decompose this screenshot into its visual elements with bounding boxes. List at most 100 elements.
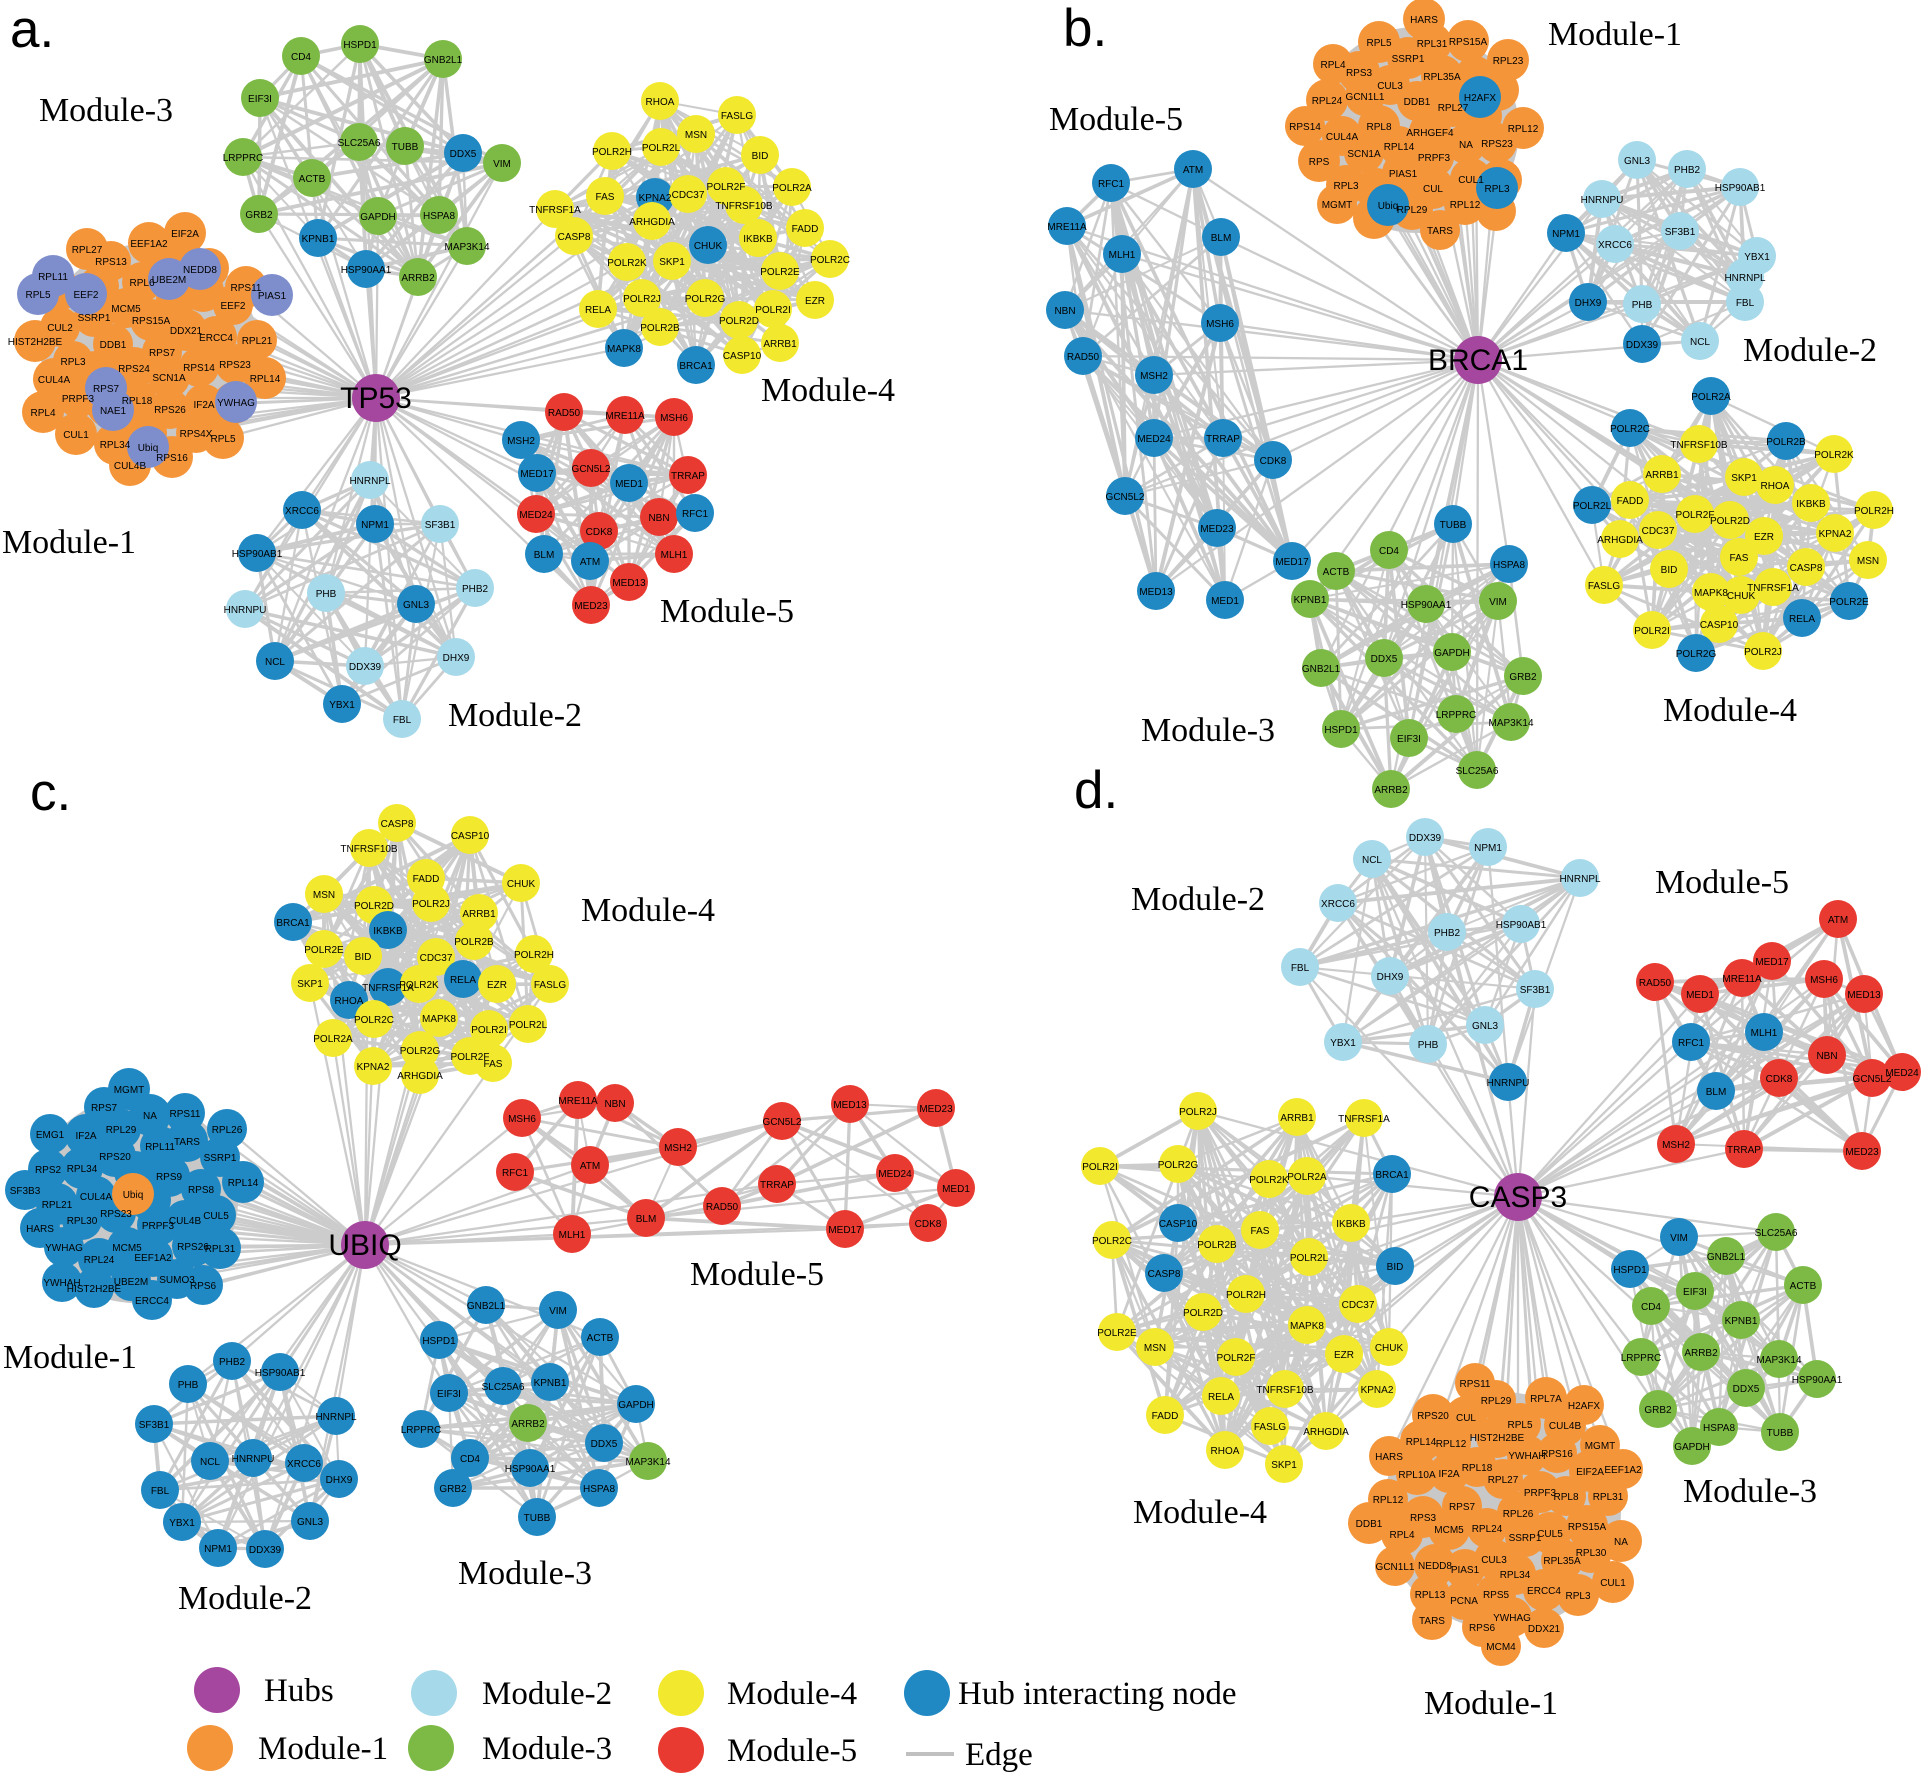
svg-text:CUL1: CUL1 <box>1600 1578 1626 1589</box>
svg-text:BID: BID <box>752 151 769 162</box>
svg-text:HSPA8: HSPA8 <box>1493 560 1525 571</box>
svg-text:MRE11A: MRE11A <box>1047 222 1087 233</box>
svg-text:DDX5: DDX5 <box>1371 654 1398 665</box>
svg-text:Module-2: Module-2 <box>448 697 582 734</box>
svg-text:POLR2G: POLR2G <box>1676 649 1717 660</box>
svg-text:Module-1: Module-1 <box>2 524 136 561</box>
svg-text:NEDD8: NEDD8 <box>1418 1561 1452 1572</box>
svg-text:NA: NA <box>1459 140 1473 151</box>
svg-text:Module-2: Module-2 <box>482 1676 612 1712</box>
svg-text:POLR2I: POLR2I <box>471 1025 507 1036</box>
svg-text:EEF1A2: EEF1A2 <box>1604 1465 1642 1476</box>
svg-text:CUL5: CUL5 <box>1537 1529 1563 1540</box>
svg-text:MLH1: MLH1 <box>559 1230 586 1241</box>
svg-text:CUL4B: CUL4B <box>114 461 147 472</box>
svg-text:POLR2J: POLR2J <box>623 294 661 305</box>
svg-text:GNL3: GNL3 <box>297 1517 324 1528</box>
svg-text:Ubiq: Ubiq <box>123 1190 144 1201</box>
svg-text:RPL4: RPL4 <box>1389 1530 1414 1541</box>
svg-text:CHUK: CHUK <box>694 241 723 252</box>
svg-text:ARRB1: ARRB1 <box>1645 470 1679 481</box>
svg-text:FBL: FBL <box>1291 963 1310 974</box>
svg-text:FAS: FAS <box>1730 553 1749 564</box>
svg-text:MSH2: MSH2 <box>507 436 535 447</box>
svg-text:CASP10: CASP10 <box>1159 1219 1198 1230</box>
svg-text:MAP3K14: MAP3K14 <box>1488 718 1533 729</box>
svg-text:MED23: MED23 <box>1200 524 1234 535</box>
svg-text:Module-1: Module-1 <box>1424 1685 1558 1722</box>
svg-text:CUL: CUL <box>1456 1413 1476 1424</box>
svg-text:RPL34: RPL34 <box>1500 1570 1531 1581</box>
svg-text:FADD: FADD <box>792 224 819 235</box>
svg-text:RPS11: RPS11 <box>1460 1379 1491 1390</box>
svg-text:MGMT: MGMT <box>1322 200 1353 211</box>
svg-text:HSP90AA1: HSP90AA1 <box>505 1464 556 1475</box>
svg-text:TARS: TARS <box>1419 1616 1445 1627</box>
svg-text:MED17: MED17 <box>1275 557 1309 568</box>
svg-text:MSH2: MSH2 <box>1662 1140 1690 1151</box>
svg-text:DDX5: DDX5 <box>591 1439 618 1450</box>
svg-text:POLR2G: POLR2G <box>1158 1160 1199 1171</box>
svg-text:POLR2D: POLR2D <box>1710 516 1750 527</box>
svg-text:EEF1A2: EEF1A2 <box>134 1253 172 1264</box>
svg-text:GNB2L1: GNB2L1 <box>467 1301 506 1312</box>
svg-text:ARRB1: ARRB1 <box>462 909 496 920</box>
svg-text:TARS: TARS <box>1427 226 1453 237</box>
svg-text:MAP3K14: MAP3K14 <box>444 242 489 253</box>
svg-text:MED23: MED23 <box>574 601 608 612</box>
svg-text:POLR2D: POLR2D <box>1183 1308 1223 1319</box>
svg-text:Module-4: Module-4 <box>761 372 895 409</box>
svg-text:ARRB1: ARRB1 <box>1280 1113 1314 1124</box>
svg-text:CD4: CD4 <box>460 1454 480 1465</box>
svg-text:DDX5: DDX5 <box>1733 1384 1760 1395</box>
svg-text:CDC37: CDC37 <box>1342 1300 1375 1311</box>
svg-text:RPL18: RPL18 <box>122 396 153 407</box>
svg-text:POLR2J: POLR2J <box>412 899 450 910</box>
svg-text:MLH1: MLH1 <box>1109 250 1136 261</box>
svg-text:d.: d. <box>1074 761 1118 820</box>
svg-text:GNB2L1: GNB2L1 <box>1302 664 1341 675</box>
svg-text:RPL30: RPL30 <box>67 1216 98 1227</box>
svg-text:FASLG: FASLG <box>1254 1422 1286 1433</box>
svg-text:POLR2I: POLR2I <box>1082 1162 1118 1173</box>
svg-text:RPS7: RPS7 <box>93 384 120 395</box>
svg-text:BLM: BLM <box>534 550 555 561</box>
svg-text:TNFRSF1A: TNFRSF1A <box>362 983 414 994</box>
svg-text:RHOA: RHOA <box>1761 481 1790 492</box>
svg-text:KPNA2: KPNA2 <box>1819 529 1852 540</box>
svg-text:Module-1: Module-1 <box>1548 16 1682 53</box>
svg-text:NBN: NBN <box>648 513 669 524</box>
svg-text:EEF1A2: EEF1A2 <box>130 239 168 250</box>
svg-text:POLR2B: POLR2B <box>1766 437 1806 448</box>
svg-text:RPS14: RPS14 <box>183 363 215 374</box>
svg-text:POLR2A: POLR2A <box>1287 1172 1327 1183</box>
svg-text:EIF2A: EIF2A <box>1576 1467 1604 1478</box>
svg-text:HSPD1: HSPD1 <box>422 1336 456 1347</box>
svg-text:POLR2F: POLR2F <box>451 1052 490 1063</box>
svg-text:CASP8: CASP8 <box>1148 1269 1181 1280</box>
svg-text:ACTB: ACTB <box>1790 1281 1817 1292</box>
svg-text:POLR2L: POLR2L <box>509 1020 548 1031</box>
svg-text:SCN1A: SCN1A <box>152 373 186 384</box>
svg-text:Module-3: Module-3 <box>482 1731 612 1767</box>
svg-text:YWHAG: YWHAG <box>217 398 255 409</box>
svg-text:NCL: NCL <box>200 1457 220 1468</box>
svg-text:RPL8: RPL8 <box>1553 1492 1578 1503</box>
svg-text:ARHGDIA: ARHGDIA <box>629 217 675 228</box>
svg-text:TNFRSF1A: TNFRSF1A <box>1747 583 1799 594</box>
svg-text:GRB2: GRB2 <box>245 210 273 221</box>
svg-text:Module-4: Module-4 <box>581 892 715 929</box>
svg-text:CDC37: CDC37 <box>420 953 453 964</box>
svg-text:RPL29: RPL29 <box>1397 205 1428 216</box>
svg-text:FBL: FBL <box>1736 298 1755 309</box>
svg-text:DDX39: DDX39 <box>349 662 382 673</box>
svg-text:DDX39: DDX39 <box>249 1545 282 1556</box>
svg-text:RPS7: RPS7 <box>91 1103 118 1114</box>
svg-text:ARHGDIA: ARHGDIA <box>397 1071 443 1082</box>
svg-text:CUL4B: CUL4B <box>1549 1421 1582 1432</box>
svg-text:KPNB1: KPNB1 <box>534 1378 567 1389</box>
svg-text:SSRP1: SSRP1 <box>1392 54 1425 65</box>
svg-text:MAPK8: MAPK8 <box>607 344 641 355</box>
svg-text:RPL29: RPL29 <box>106 1125 137 1136</box>
svg-text:RPS11: RPS11 <box>231 283 262 294</box>
